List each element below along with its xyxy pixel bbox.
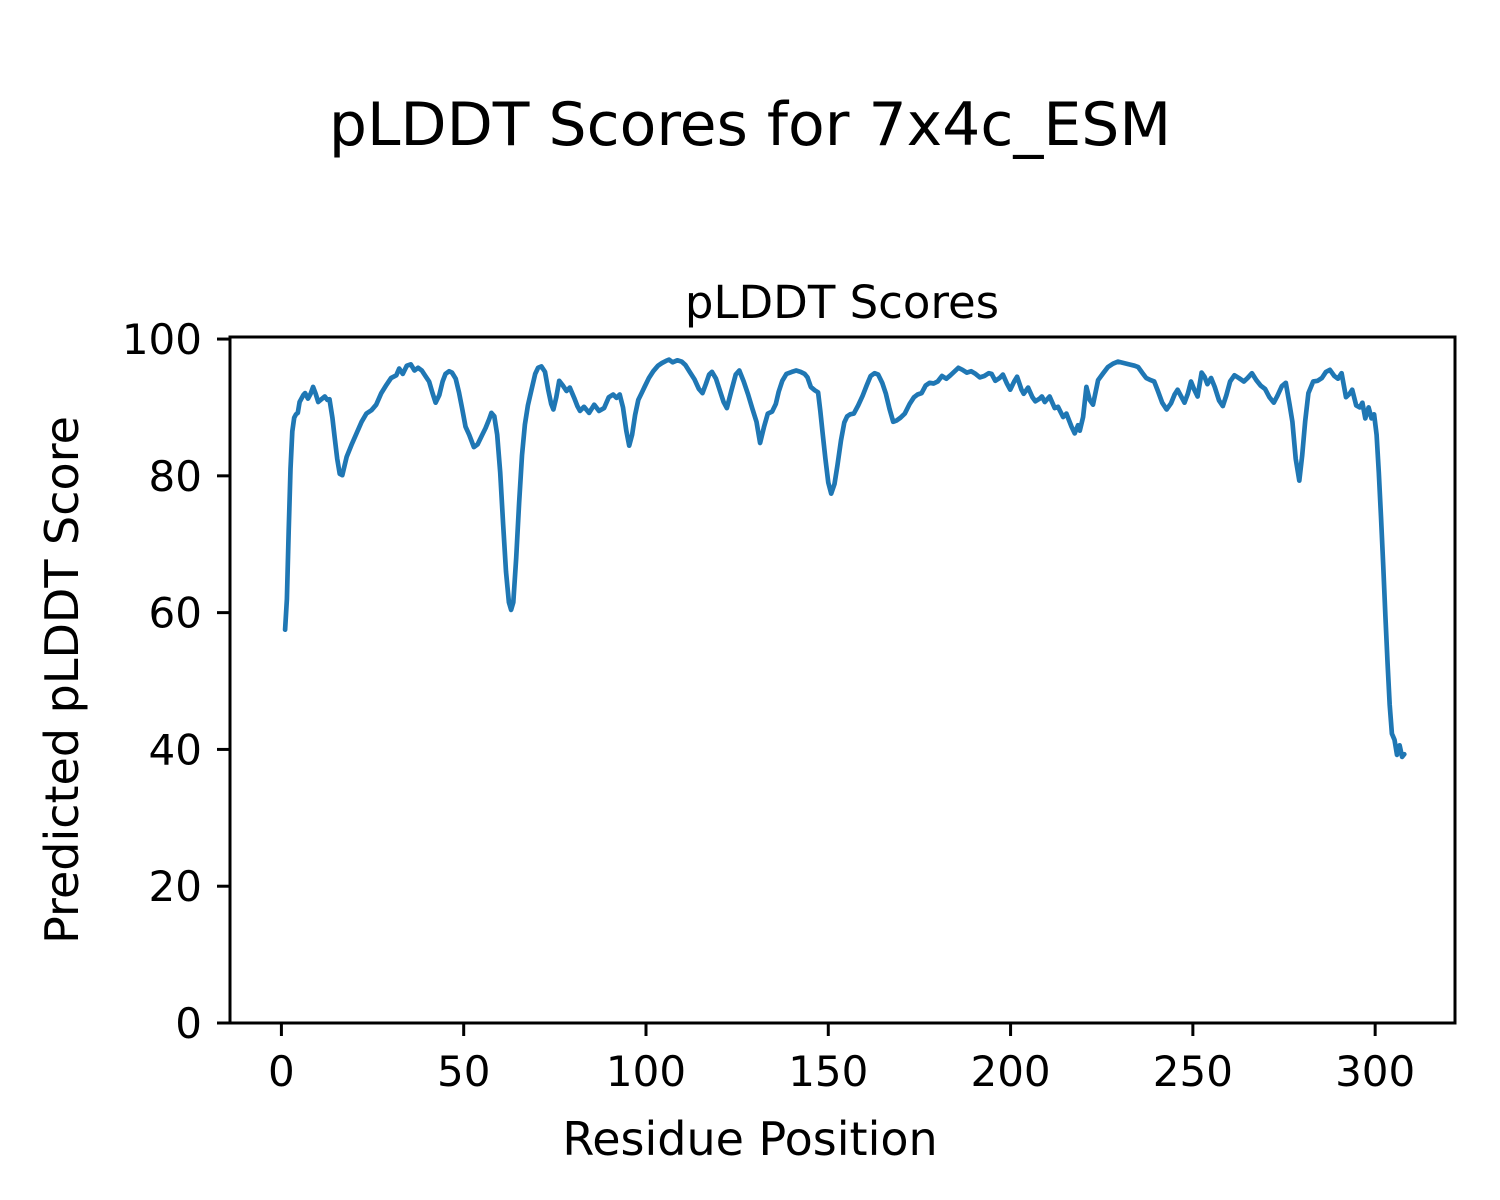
y-tick-label: 80: [149, 452, 202, 501]
x-tick-label: 300: [1335, 1047, 1415, 1096]
x-tick-label: 50: [437, 1047, 490, 1096]
plot-area-frame: [228, 335, 1457, 1025]
figure-title: pLDDT Scores for 7x4c_ESM: [329, 90, 1171, 160]
y-tick-label: 20: [149, 862, 202, 911]
x-tick-label: 250: [1153, 1047, 1233, 1096]
x-tick-label: 100: [606, 1047, 686, 1096]
x-axis-label: Residue Position: [562, 1112, 937, 1166]
axes-title: pLDDT Scores: [685, 276, 999, 329]
y-axis-ticks: 0 20 40 60 80 100: [122, 315, 230, 1048]
y-tick-label: 0: [175, 999, 202, 1048]
plddt-line: [282, 357, 1407, 760]
y-tick-label: 60: [149, 589, 202, 638]
y-tick-label: 40: [149, 725, 202, 774]
x-tick-label: 150: [788, 1047, 868, 1096]
y-tick-label: 100: [122, 315, 202, 364]
x-tick-label: 200: [970, 1047, 1050, 1096]
x-axis-ticks: 0 50 100 150 200 250 300: [268, 1023, 1415, 1096]
x-tick-label: 0: [268, 1047, 295, 1096]
y-axis-label: Predicted pLDDT Score: [35, 416, 89, 944]
